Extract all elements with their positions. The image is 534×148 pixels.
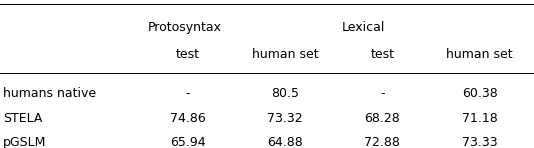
Text: 60.38: 60.38 [462, 87, 498, 100]
Text: 74.86: 74.86 [170, 112, 206, 125]
Text: 73.33: 73.33 [462, 136, 498, 148]
Text: -: - [186, 87, 190, 100]
Text: 80.5: 80.5 [271, 87, 299, 100]
Text: test: test [176, 48, 200, 61]
Text: 71.18: 71.18 [462, 112, 498, 125]
Text: human set: human set [446, 48, 513, 61]
Text: humans native: humans native [3, 87, 96, 100]
Text: STELA: STELA [3, 112, 42, 125]
Text: 68.28: 68.28 [365, 112, 400, 125]
Text: -: - [380, 87, 384, 100]
Text: 73.32: 73.32 [268, 112, 303, 125]
Text: pGSLM: pGSLM [3, 136, 46, 148]
Text: Lexical: Lexical [342, 21, 386, 34]
Text: Protosyntax: Protosyntax [148, 21, 222, 34]
Text: human set: human set [252, 48, 318, 61]
Text: 65.94: 65.94 [170, 136, 206, 148]
Text: test: test [371, 48, 395, 61]
Text: 72.88: 72.88 [364, 136, 400, 148]
Text: 64.88: 64.88 [267, 136, 303, 148]
